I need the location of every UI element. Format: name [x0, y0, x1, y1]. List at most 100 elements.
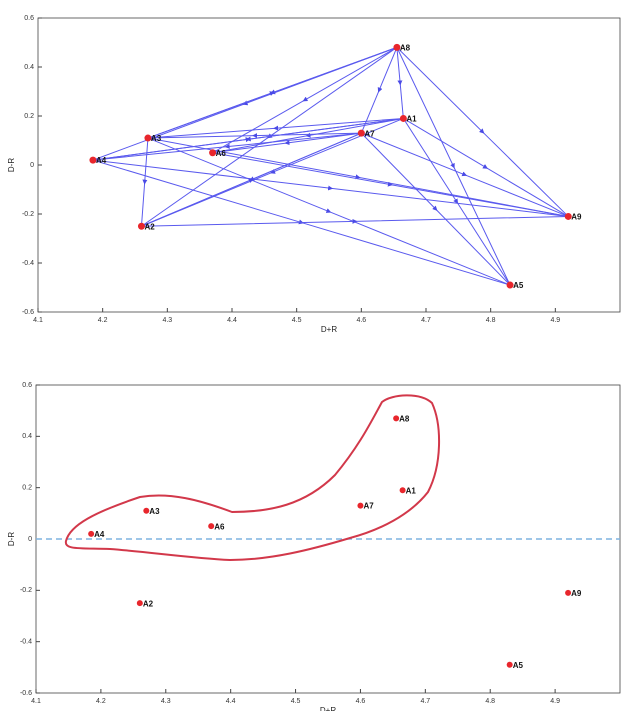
point-label: A3 [151, 134, 162, 143]
point [565, 589, 572, 596]
relation-arrow [140, 138, 149, 227]
relation-arrow [92, 117, 404, 161]
y-tick-label: 0.2 [24, 113, 34, 120]
point [89, 156, 97, 164]
point-label: A9 [571, 589, 582, 598]
point-label: A9 [571, 213, 582, 222]
point-label: A2 [143, 599, 154, 608]
y-tick-label: 0.6 [22, 382, 32, 389]
point [144, 134, 152, 142]
relation-arrow [141, 215, 569, 227]
point-label: A6 [216, 149, 227, 158]
relation-arrow [141, 132, 362, 227]
point [88, 530, 95, 537]
point-label: A2 [144, 222, 155, 231]
x-tick-label: 4.8 [486, 317, 496, 324]
x-tick-label: 4.5 [292, 317, 302, 324]
relation-arrow [396, 47, 511, 286]
x-tick-label: 4.1 [33, 317, 43, 324]
x-tick-label: 4.2 [98, 317, 108, 324]
y-tick-label: 0.2 [22, 485, 32, 492]
point-label: A8 [399, 414, 410, 423]
y-tick-label: 0.4 [22, 433, 32, 440]
relation-arrow [147, 117, 404, 139]
x-tick-label: 4.1 [31, 698, 41, 705]
x-tick-label: 4.6 [356, 317, 366, 324]
y-tick-label: -0.6 [22, 309, 34, 316]
relation-arrow [212, 132, 362, 154]
relation-arrow [212, 46, 398, 154]
x-tick-label: 4.9 [550, 698, 560, 705]
relation-arrow [212, 152, 569, 217]
relation-arrow [403, 118, 569, 217]
point-label: A4 [94, 530, 105, 539]
x-axis-label: D+R [321, 325, 337, 334]
point-label: A5 [513, 661, 524, 670]
point [137, 222, 145, 230]
point-label: A6 [214, 522, 225, 531]
x-tick-label: 4.3 [161, 698, 171, 705]
relation-arrow [212, 117, 404, 154]
relation-arrow [92, 132, 362, 161]
x-tick-label: 4.7 [420, 698, 430, 705]
point-label: A1 [406, 486, 417, 495]
point [209, 149, 217, 157]
relation-arrow [147, 132, 362, 139]
point-label: A1 [406, 115, 417, 124]
relation-arrow [92, 159, 569, 217]
y-axis-label: D-R [7, 532, 16, 546]
chart: 4.1 4.2 4.3 4.4 4.5 4.6 4.7 4.8 4.9 -0.6 -0.4 -0.2 0… [7, 15, 621, 334]
relation-arrow [360, 47, 398, 134]
x-tick-label: 4.8 [485, 698, 495, 705]
point-label: A4 [96, 156, 107, 165]
point-label: A5 [513, 281, 524, 290]
y-axis-label: D-R [7, 158, 16, 172]
y-tick-label: -0.4 [20, 639, 32, 646]
point [393, 415, 400, 422]
chart: 4.1 4.2 4.3 4.4 4.5 4.6 4.7 4.8 4.9 -0.6 -0.4 -0.2 0… [7, 382, 621, 711]
y-tick-label: 0.6 [24, 15, 34, 22]
point [357, 129, 365, 137]
x-tick-label: 4.5 [291, 698, 301, 705]
x-tick-label: 4.2 [96, 698, 106, 705]
x-axis-label: D+R [320, 706, 336, 711]
point [506, 281, 514, 289]
relation-arrow [147, 137, 569, 217]
x-tick-label: 4.4 [227, 317, 237, 324]
y-tick-label: -0.2 [22, 211, 34, 218]
point [564, 212, 572, 220]
cluster-outline [64, 394, 440, 561]
point-label: A3 [149, 507, 160, 516]
point [399, 114, 407, 122]
point-label: A7 [363, 502, 374, 511]
point [136, 600, 143, 607]
x-tick-label: 4.4 [226, 698, 236, 705]
point [143, 507, 150, 514]
x-tick-label: 4.3 [162, 317, 172, 324]
point [393, 43, 401, 51]
y-tick-label: -0.2 [20, 587, 32, 594]
point-label: A8 [400, 44, 411, 53]
y-tick-label: -0.4 [22, 260, 34, 267]
x-tick-label: 4.9 [550, 317, 560, 324]
point-label: A7 [364, 129, 375, 138]
relation-arrow [360, 132, 511, 286]
y-tick-label: 0 [28, 536, 32, 543]
relation-arrow [361, 132, 569, 217]
relation-arrow [147, 46, 398, 139]
point [208, 523, 215, 530]
relation-arrow [396, 47, 569, 217]
y-tick-label: 0.4 [24, 64, 34, 71]
relation-arrow [402, 118, 511, 286]
y-tick-label: -0.6 [20, 690, 32, 697]
y-tick-label: 0 [30, 162, 34, 169]
x-tick-label: 4.7 [421, 317, 431, 324]
plot-frame [37, 17, 621, 313]
relation-arrow [396, 47, 404, 119]
relation-arrow [147, 137, 511, 286]
x-tick-label: 4.6 [356, 698, 366, 705]
point [506, 661, 513, 668]
point [399, 487, 406, 494]
point [357, 502, 364, 509]
